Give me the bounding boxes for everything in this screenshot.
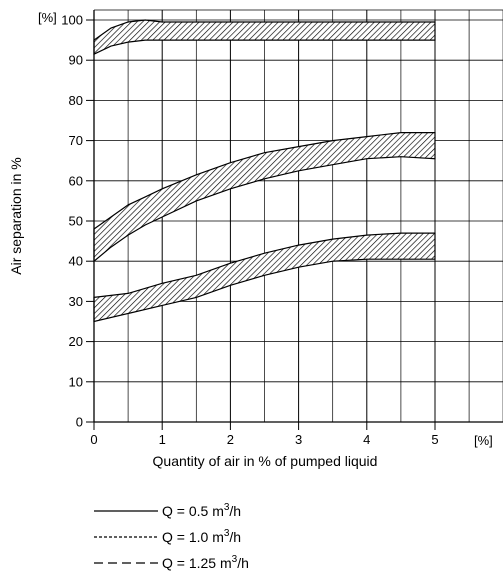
y-tick-label: 90 — [69, 53, 83, 68]
y-tick-label: 20 — [69, 334, 83, 349]
y-tick-label: 60 — [69, 173, 83, 188]
data-band-2 — [93, 132, 436, 263]
x-axis-title: Quantity of air in % of pumped liquid — [153, 453, 378, 469]
y-unit-label: [%] — [38, 10, 57, 25]
x-tick-label: 0 — [90, 432, 97, 447]
x-tick-label: 2 — [227, 432, 234, 447]
data-band-1 — [93, 19, 436, 56]
legend-label: Q = 1.25 m3/h — [162, 554, 249, 571]
y-tick-label: 40 — [69, 254, 83, 269]
x-tick-label: 4 — [363, 432, 370, 447]
x-unit-label: [%] — [474, 433, 493, 448]
legend-label: Q = 0.5 m3/h — [162, 502, 241, 519]
y-tick-label: 30 — [69, 294, 83, 309]
y-tick-label: 10 — [69, 374, 83, 389]
x-tick-label: 1 — [159, 432, 166, 447]
legend-label: Q = 1.0 m3/h — [162, 528, 241, 545]
y-tick-label: 70 — [69, 133, 83, 148]
legend: Q = 0.5 m3/h Q = 1.0 m3/h Q = 1.25 m3/h — [94, 502, 249, 571]
y-axis-title: Air separation in % — [8, 157, 24, 275]
data-bands — [93, 19, 436, 323]
y-tick-label: 100 — [61, 13, 83, 28]
y-tick-label: 80 — [69, 93, 83, 108]
data-band-3 — [93, 232, 436, 323]
y-tick-label: 0 — [76, 415, 83, 430]
y-tick-label: 50 — [69, 214, 83, 229]
grid — [94, 9, 503, 422]
x-tick-label: 5 — [431, 432, 438, 447]
x-tick-label: 3 — [295, 432, 302, 447]
axes: 0 10 20 30 40 50 60 70 80 90 100 0 1 2 3 4 5 — [61, 10, 503, 447]
